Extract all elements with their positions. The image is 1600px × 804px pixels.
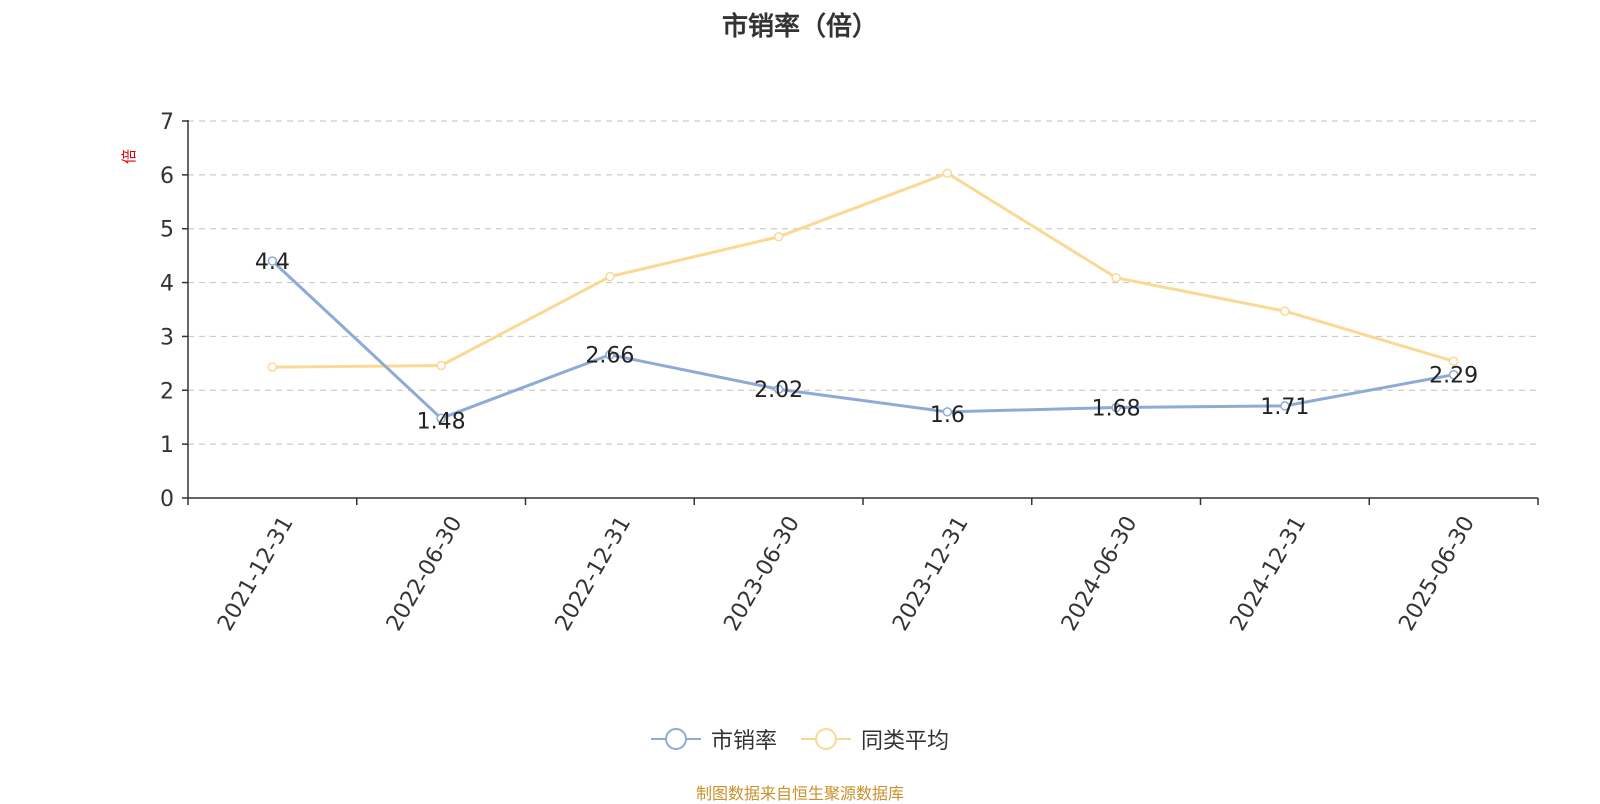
data-point	[605, 349, 615, 360]
y-tick-label: 3	[160, 325, 174, 350]
series-lines	[267, 168, 1459, 424]
x-tick-label: 2021-12-31	[213, 512, 299, 635]
legend-label-1: 市销率	[710, 729, 777, 754]
x-tick-label: 2023-06-30	[719, 512, 805, 635]
data-labels: 4.4 1.48 2.66 2.02 1.6 1.68 1.71 2.29	[255, 250, 1478, 434]
data-point	[1111, 402, 1121, 413]
legend-marker-icon-1	[650, 728, 701, 750]
y-tick-label: 7	[160, 110, 174, 135]
data-point	[1448, 356, 1459, 366]
data-point	[773, 384, 784, 394]
series-line-2	[272, 171, 1455, 369]
data-label: 2.29	[1429, 364, 1478, 389]
data-point	[942, 407, 953, 417]
data-point	[267, 256, 278, 266]
x-tick-label: 2024-06-30	[1057, 512, 1143, 635]
legend-label-2: 同类平均	[861, 729, 950, 754]
data-label: 2.66	[585, 344, 634, 369]
y-tick-label: 4	[160, 272, 174, 297]
chart-title: 市销率（倍）	[721, 12, 878, 42]
data-point	[1448, 369, 1459, 380]
data-point	[1280, 306, 1290, 316]
data-label: 2.02	[754, 378, 803, 403]
y-tick-label: 1	[160, 433, 174, 458]
data-label: 1.71	[1260, 395, 1309, 420]
data-point	[942, 168, 953, 178]
legend: 市销率 同类平均	[0, 723, 1600, 755]
x-tick-label: 2024-12-31	[1226, 512, 1312, 635]
x-tick-label: 2023-12-31	[888, 512, 974, 635]
data-label: 4.4	[255, 250, 290, 275]
legend-marker-icon-2	[801, 728, 851, 750]
y-tick-label: 2	[160, 379, 174, 404]
axes: 0 1 2 3 4 5 6 7 2021-12-31 2022-06-30 2022-12-31 20…	[160, 110, 1539, 635]
data-point	[773, 232, 784, 242]
legend-item-series-1[interactable]: 市销率	[650, 723, 777, 755]
data-source-note: 制图数据来自恒生聚源数据库	[695, 784, 904, 803]
legend-item-series-2[interactable]: 同类平均	[801, 723, 949, 755]
x-tick-label: 2022-06-30	[382, 512, 468, 635]
data-label: 1.48	[417, 409, 466, 434]
y-tick-label: 6	[160, 164, 174, 189]
data-point	[1111, 272, 1121, 283]
data-label: 1.6	[930, 403, 965, 428]
x-tick-label: 2022-12-31	[551, 512, 637, 635]
data-point	[605, 271, 615, 282]
data-label: 1.68	[1092, 397, 1141, 422]
y-tick-label: 0	[160, 487, 174, 512]
data-point	[436, 413, 446, 424]
y-tick-label: 5	[160, 218, 174, 243]
series-line-1	[271, 259, 1454, 420]
data-point	[1280, 401, 1290, 411]
data-point	[436, 360, 446, 371]
data-point	[267, 362, 278, 372]
x-tick-label: 2025-06-30	[1394, 512, 1480, 635]
